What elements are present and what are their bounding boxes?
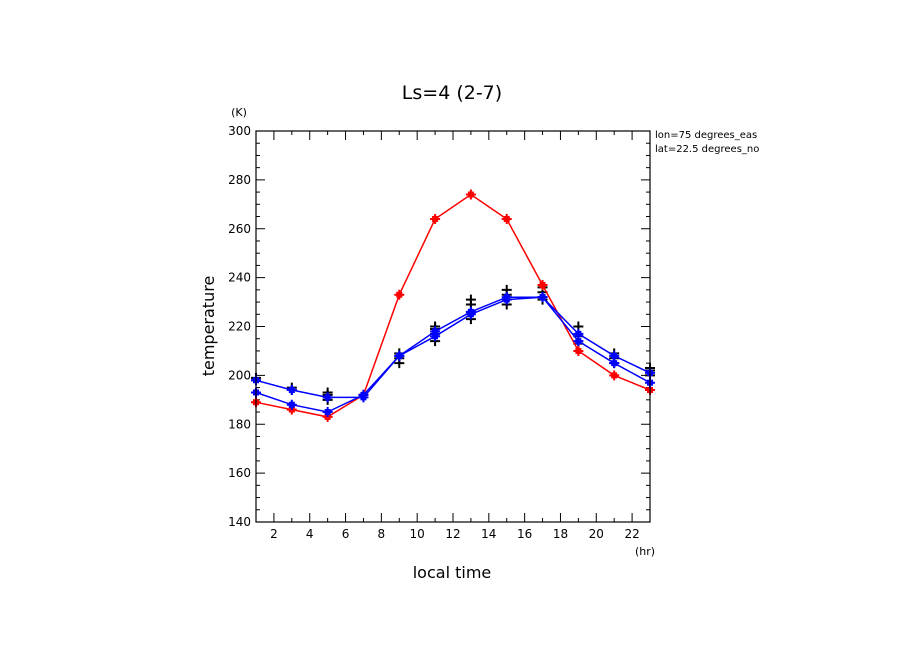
y-tick-label: 160	[228, 466, 251, 480]
x-tick-label: 8	[378, 527, 386, 541]
plot-frame	[255, 130, 651, 523]
x-tick-label: 2	[270, 527, 278, 541]
x-tick-label: 20	[589, 527, 604, 541]
series-1-point	[467, 191, 474, 198]
series-layer	[251, 189, 655, 422]
series-1-point	[396, 291, 403, 298]
x-unit-label: (hr)	[635, 545, 655, 558]
series-3-point	[503, 294, 510, 301]
series-2-point	[324, 409, 331, 416]
y-axis-title: temperature	[199, 276, 218, 377]
chart-title: Ls=4 (2-7)	[402, 82, 502, 104]
y-tick-label: 300	[228, 124, 251, 138]
x-axis-title: local time	[413, 563, 492, 582]
scatter-marker	[465, 294, 476, 305]
x-tick-label: 4	[306, 527, 314, 541]
annotation-lat: lat=22.5 degrees_no	[655, 144, 759, 155]
series-1-point	[611, 372, 618, 379]
series-2-point	[575, 338, 582, 345]
y-unit-label: (K)	[231, 106, 247, 119]
annotation-lon: lon=75 degrees_eas	[655, 130, 757, 141]
x-tick-label: 12	[445, 527, 460, 541]
y-tick-label: 180	[228, 417, 251, 431]
series-1-point	[432, 215, 439, 222]
x-tick-label: 10	[410, 527, 425, 541]
series-1-point	[575, 347, 582, 354]
axes-layer: 140 160 180 200 220 240 260 280 300 2 4 6 8 10 12 14 16 1…	[228, 124, 651, 541]
series-3-point	[324, 394, 331, 401]
series-line-3	[255, 296, 651, 399]
x-tick-label: 14	[481, 527, 496, 541]
y-tick-label: 200	[228, 368, 251, 382]
x-tick-label: 16	[517, 527, 532, 541]
series-1-point	[503, 215, 510, 222]
x-tick-label: 6	[342, 527, 350, 541]
series-3-point	[611, 352, 618, 359]
x-tick-label: 22	[624, 527, 639, 541]
series-3-point	[575, 330, 582, 337]
series-3-point	[396, 352, 403, 359]
y-tick-label: 140	[228, 515, 251, 529]
series-1-point	[539, 281, 546, 288]
y-tick-label: 260	[228, 222, 251, 236]
series-line-2	[255, 296, 651, 413]
x-tick-label: 18	[553, 527, 568, 541]
y-tick-label: 240	[228, 271, 251, 285]
series-3-point	[467, 308, 474, 315]
series-line-1	[255, 193, 651, 418]
y-tick-label: 220	[228, 320, 251, 334]
y-tick-label: 280	[228, 173, 251, 187]
series-2-point	[288, 401, 295, 408]
series-3-point	[432, 328, 439, 335]
series-2-point	[611, 360, 618, 367]
series-3-point	[539, 294, 546, 301]
series-3-point	[288, 387, 295, 394]
series-3-point	[360, 394, 367, 401]
